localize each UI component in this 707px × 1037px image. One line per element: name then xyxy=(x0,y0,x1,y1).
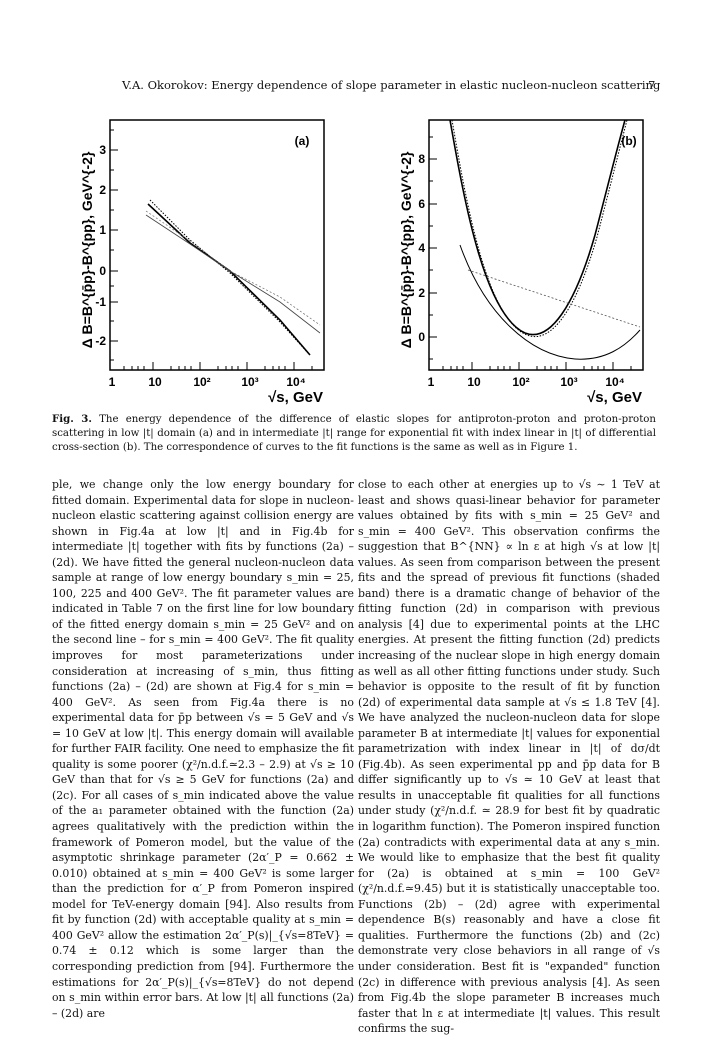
panel-b-xtick-10000: 10⁴ xyxy=(605,375,624,389)
panel-a-xlabel: √s, GeV xyxy=(268,389,323,405)
panel-a-ytick-3: 3 xyxy=(99,143,106,157)
panel-a-xtick-1: 1 xyxy=(109,375,116,389)
panel-a-ytick-0: 0 xyxy=(99,264,106,278)
panel-a-xtick-100: 10² xyxy=(193,375,210,389)
panel-b-xtick-1: 1 xyxy=(428,375,435,389)
body-paragraph-right: close to each other at energies up to √s… xyxy=(358,478,660,1036)
panel-a-ylabel: Δ B=B^{p̄p}-B^{pp}, GeV^{-2} xyxy=(79,151,95,348)
panel-b-curve-parabola-narrow xyxy=(449,119,626,336)
page-number: 7 xyxy=(648,78,656,92)
panel-a-curve-steep-dotted xyxy=(149,199,309,354)
panel-b-ytick-8: 8 xyxy=(418,152,425,166)
body-column-right: close to each other at energies up to √s… xyxy=(358,477,660,1037)
panel-b-xtick-100: 10² xyxy=(512,375,529,389)
caption-text: The energy dependence of the difference … xyxy=(52,414,656,453)
panel-a-ytick-1: 1 xyxy=(99,223,106,237)
panel-a-curve-steep xyxy=(147,203,311,356)
panel-a-xtick-10000: 10⁴ xyxy=(286,375,305,389)
panel-b: 8 6 4 2 0 1 10 10² 10³ 10⁴ (b) Δ B=B^{p̄… xyxy=(398,119,644,405)
panel-b-curve-parabola-wide xyxy=(459,244,641,360)
panel-b-xtick-1000: 10³ xyxy=(560,375,577,389)
panel-a-tag: (a) xyxy=(295,134,310,148)
panel-a-ytick-2: 2 xyxy=(99,183,106,197)
figure-3: 3 2 1 0 -1 -2 1 10 10² 10³ 10⁴ (a) Δ B=B… xyxy=(79,119,644,405)
panel-b-curve-parabola-narrow-dotted xyxy=(451,119,628,337)
panel-a-curve-shallow xyxy=(145,214,321,334)
panel-b-xtick-10: 10 xyxy=(467,375,481,389)
panel-b-ytick-0: 0 xyxy=(418,330,425,344)
panel-a-xtick-1000: 10³ xyxy=(241,375,258,389)
caption-label: Fig. 3. xyxy=(52,413,92,425)
panel-b-xlabel: √s, GeV xyxy=(587,389,642,405)
body-column-left: ple, we change only the low energy bound… xyxy=(52,477,354,1021)
panel-b-tag: (b) xyxy=(621,134,636,148)
panel-a-ytick-m1: -1 xyxy=(95,295,106,309)
panel-a-frame xyxy=(109,119,325,371)
panel-b-ytick-6: 6 xyxy=(418,197,425,211)
panel-a: 3 2 1 0 -1 -2 1 10 10² 10³ 10⁴ (a) Δ B=B… xyxy=(79,119,325,405)
panel-b-curve-linear-dashed xyxy=(467,269,641,328)
panel-b-frame xyxy=(428,119,644,371)
figure-caption: Fig. 3. The energy dependence of the dif… xyxy=(52,412,656,455)
body-paragraph-left: ple, we change only the low energy bound… xyxy=(52,478,354,1020)
panel-b-ylabel: Δ B=B^{p̄p}-B^{pp}, GeV^{-2} xyxy=(398,151,414,348)
panel-a-xtick-10: 10 xyxy=(148,375,162,389)
panel-b-ytick-4: 4 xyxy=(418,241,425,255)
panel-a-ytick-m2: -2 xyxy=(95,334,106,348)
panel-a-curve-shallow-dashed xyxy=(145,210,321,326)
running-title: V.A. Okorokov: Energy dependence of slop… xyxy=(122,78,661,92)
panel-b-ytick-2: 2 xyxy=(418,286,425,300)
